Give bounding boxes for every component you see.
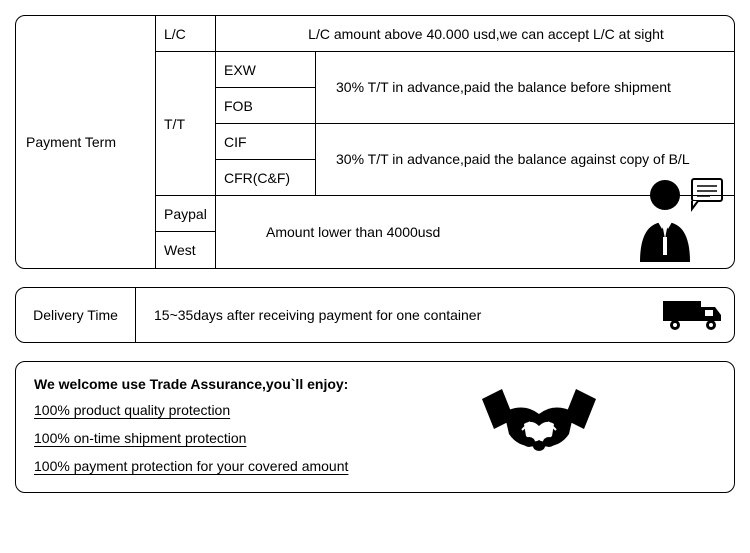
tt-type-cell: T/T (156, 52, 216, 196)
lc-type-cell: L/C (156, 16, 216, 52)
tt-desc2-cell: 30% T/T in advance,paid the balance agai… (316, 124, 734, 196)
assurance-item-shipment: 100% on-time shipment protection (34, 430, 716, 446)
delivery-label: Delivery Time (16, 288, 136, 342)
assurance-item-quality: 100% product quality protection (34, 402, 716, 418)
tt-desc1-cell: 30% T/T in advance,paid the balance befo… (316, 52, 734, 124)
assurance-title: We welcome use Trade Assurance,you`ll en… (34, 376, 716, 392)
handshake-icon (474, 374, 604, 487)
payment-term-panel: Payment Term L/C L/C amount above 40.000… (15, 15, 735, 269)
fob-cell: FOB (216, 88, 316, 124)
lc-desc-cell: L/C amount above 40.000 usd,we can accep… (216, 16, 734, 52)
truck-icon (654, 295, 734, 335)
exw-cell: EXW (216, 52, 316, 88)
cfr-cell: CFR(C&F) (216, 160, 316, 196)
low-amount-cell: Amount lower than 4000usd (216, 196, 734, 268)
delivery-text: 15~35days after receiving payment for on… (136, 307, 654, 323)
payment-term-label: Payment Term (16, 16, 156, 268)
assurance-item-payment: 100% payment protection for your covered… (34, 458, 716, 474)
delivery-panel: Delivery Time 15~35days after receiving … (15, 287, 735, 343)
assurance-panel: We welcome use Trade Assurance,you`ll en… (15, 361, 735, 493)
cif-cell: CIF (216, 124, 316, 160)
assurance-list: 100% product quality protection 100% on-… (34, 402, 716, 474)
paypal-cell: Paypal (156, 196, 216, 232)
payment-grid: Payment Term L/C L/C amount above 40.000… (16, 16, 734, 268)
west-cell: West (156, 232, 216, 268)
